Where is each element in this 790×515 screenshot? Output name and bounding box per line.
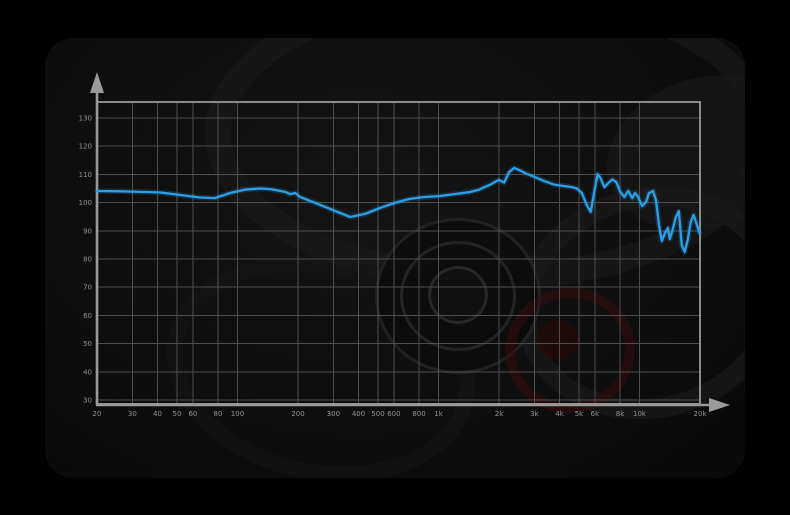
- response-curve-glow: [94, 165, 703, 255]
- y-tick-label-110: 110: [79, 171, 92, 179]
- x-tick-label-800: 800: [412, 410, 425, 418]
- x-tick-label-1k: 1k: [434, 410, 443, 418]
- x-tick-label-4k: 4k: [555, 410, 564, 418]
- response-curve-line: [95, 166, 701, 254]
- x-tick-label-50: 50: [173, 410, 182, 418]
- y-tick-label-130: 130: [79, 115, 92, 123]
- x-tick-label-80: 80: [214, 410, 223, 418]
- x-tick-label-2k: 2k: [495, 410, 504, 418]
- x-tick-label-100: 100: [231, 410, 244, 418]
- x-tick-label-300: 300: [327, 410, 340, 418]
- y-tick-label-60: 60: [83, 312, 92, 320]
- x-tick-label-40: 40: [153, 410, 162, 418]
- chart-frame: [96, 101, 701, 405]
- y-tick-label-50: 50: [83, 340, 92, 348]
- x-tick-label-60: 60: [188, 410, 197, 418]
- x-tick-label-20: 20: [93, 410, 102, 418]
- plot-border: [96, 101, 701, 405]
- x-tick-label-6k: 6k: [591, 410, 600, 418]
- response-curve: [94, 165, 703, 255]
- x-tick-label-8k: 8k: [616, 410, 625, 418]
- y-axis-arrow-icon: [90, 72, 104, 93]
- x-tick-label-30: 30: [128, 410, 137, 418]
- x-tick-label-10k: 10k: [633, 410, 647, 418]
- y-tick-label-80: 80: [83, 256, 92, 264]
- chart-gridlines: [96, 102, 701, 404]
- chart-axes: [90, 72, 730, 412]
- y-tick-label-40: 40: [83, 368, 92, 376]
- y-tick-label-90: 90: [83, 227, 92, 235]
- x-tick-label-200: 200: [291, 410, 304, 418]
- x-tick-label-600: 600: [387, 410, 400, 418]
- x-tick-label-5k: 5k: [575, 410, 584, 418]
- y-tick-label-100: 100: [79, 199, 92, 207]
- x-tick-label-500: 500: [371, 410, 384, 418]
- x-tick-label-20k: 20k: [694, 410, 708, 418]
- y-tick-label-70: 70: [83, 284, 92, 292]
- x-tick-label-3k: 3k: [530, 410, 539, 418]
- y-tick-label-120: 120: [79, 143, 92, 151]
- x-tick-label-400: 400: [352, 410, 365, 418]
- x-axis-arrow-icon: [709, 398, 730, 412]
- y-tick-label-30: 30: [83, 397, 92, 405]
